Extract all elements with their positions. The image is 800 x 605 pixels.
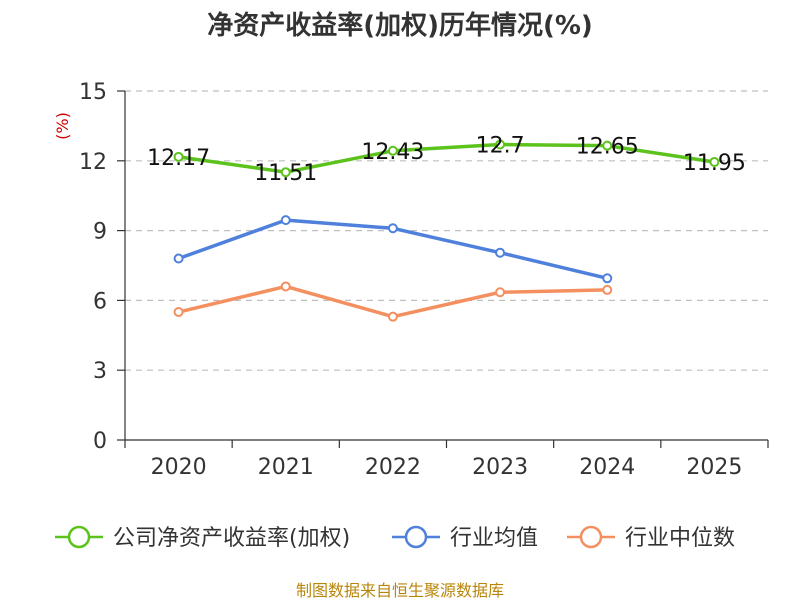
legend-item-0: 公司净资产收益率(加权) <box>55 525 350 551</box>
data-point <box>495 287 506 298</box>
x-tick-label: 2022 <box>365 455 421 480</box>
data-point <box>387 145 398 156</box>
grid-lines <box>125 90 768 371</box>
legend-item-2: 行业中位数 <box>567 525 735 551</box>
legend-marker <box>67 525 91 549</box>
legend-marker <box>404 525 428 549</box>
x-tick-label: 2023 <box>472 455 528 480</box>
x-tick-label: 2020 <box>151 455 207 480</box>
data-label: 11.95 <box>683 151 746 176</box>
chart-title: 净资产收益率(加权)历年情况(%) <box>207 10 593 41</box>
x-tick-label: 2025 <box>686 455 742 480</box>
data-point <box>387 223 398 234</box>
y-tick-label: 0 <box>93 429 107 454</box>
data-source-note: 制图数据来自恒生聚源数据库 <box>296 581 504 600</box>
series-1 <box>173 215 613 284</box>
data-point <box>602 140 613 151</box>
y-tick-label: 12 <box>79 150 107 175</box>
data-label: 12.17 <box>147 146 210 171</box>
y-axis-unit-label: (%) <box>53 112 72 140</box>
data-point <box>602 284 613 295</box>
data-point <box>602 273 613 284</box>
legend-label: 行业中位数 <box>625 526 735 551</box>
legend: 公司净资产收益率(加权) 行业均值 行业中位数 <box>55 525 735 551</box>
series-line <box>176 142 717 174</box>
data-point <box>280 167 291 178</box>
data-label: 12.7 <box>476 134 525 159</box>
y-tick-label: 6 <box>93 289 107 314</box>
legend-marker <box>579 525 603 549</box>
y-tick-label: 9 <box>93 220 107 245</box>
series-2 <box>173 281 613 322</box>
legend-label: 公司净资产收益率(加权) <box>113 526 350 551</box>
data-point <box>173 307 184 318</box>
data-point <box>387 311 398 322</box>
x-tick-label: 2024 <box>579 455 635 480</box>
data-point <box>173 253 184 264</box>
legend-label: 行业均值 <box>450 526 538 551</box>
y-tick-label: 3 <box>93 359 107 384</box>
data-label: 12.65 <box>576 135 639 160</box>
data-point <box>280 215 291 226</box>
data-point <box>709 156 720 167</box>
data-label: 11.51 <box>254 161 317 186</box>
x-tick-label: 2021 <box>258 455 314 480</box>
series-0: 12.17 11.51 12.43 12.7 12.65 11.95 <box>147 134 746 187</box>
data-point <box>173 151 184 162</box>
data-point <box>280 281 291 292</box>
data-label: 12.43 <box>361 140 424 165</box>
legend-item-1: 行业均值 <box>392 525 538 551</box>
data-point <box>495 247 506 258</box>
data-point <box>495 139 506 150</box>
series-layer: 12.17 11.51 12.43 12.7 12.65 11.95 <box>147 134 746 322</box>
y-tick-label: 15 <box>79 80 107 105</box>
axes: 0 3 6 9 12 15 2020 2021 2022 2023 2024 2025 <box>79 80 769 480</box>
